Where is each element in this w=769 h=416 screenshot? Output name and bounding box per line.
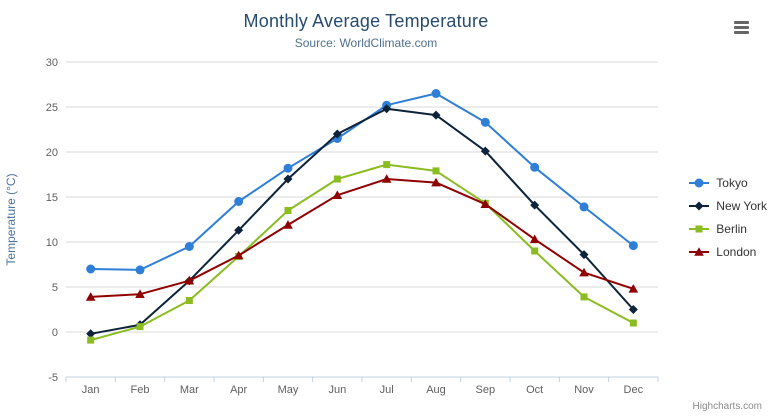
legend-label-tokyo: Tokyo <box>716 175 748 190</box>
legend-item-tokyo[interactable]: Tokyo <box>688 171 767 194</box>
x-axis-label: Jan <box>82 384 100 396</box>
export-menu-button[interactable] <box>734 21 749 34</box>
new-york-point-jul[interactable] <box>382 104 392 114</box>
berlin-point-may[interactable] <box>284 207 292 214</box>
new-york-point-aug[interactable] <box>431 110 441 120</box>
x-axis-label: Mar <box>180 384 199 396</box>
berlin-point-mar[interactable] <box>185 297 193 304</box>
tokyo-point-oct[interactable] <box>530 162 540 172</box>
y-axis-label: 30 <box>46 57 58 69</box>
tokyo-point-apr[interactable] <box>234 197 244 206</box>
london-point-sep[interactable] <box>480 199 491 208</box>
y-axis-label: 25 <box>46 102 58 114</box>
london-point-aug[interactable] <box>431 177 441 187</box>
berlin-point-feb[interactable] <box>136 323 144 331</box>
legend-diamond-icon <box>689 201 710 210</box>
x-axis-label: Apr <box>230 384 247 396</box>
berlin-point-nov[interactable] <box>580 293 588 301</box>
new-york-point-oct[interactable] <box>530 200 540 210</box>
tokyo-point-may[interactable] <box>283 163 293 173</box>
berlin-point-jul[interactable] <box>383 161 391 169</box>
london-point-nov[interactable] <box>579 267 589 277</box>
new-york-point-may[interactable] <box>283 174 293 184</box>
hamburger-icon <box>734 21 749 24</box>
new-york-point-sep[interactable] <box>480 146 490 156</box>
tokyo-point-sep[interactable] <box>480 117 490 127</box>
x-axis-label: May <box>278 384 299 396</box>
series-line-london <box>89 178 635 298</box>
legend-circle-icon <box>689 178 710 187</box>
berlin-point-jan[interactable] <box>87 336 95 344</box>
hamburger-icon <box>734 31 749 34</box>
london-point-oct[interactable] <box>529 234 540 244</box>
x-axis-label: Dec <box>624 384 644 396</box>
x-axis-label: Aug <box>426 384 446 396</box>
london-point-apr[interactable] <box>233 250 244 260</box>
london-point-dec[interactable] <box>628 284 639 293</box>
x-axis-label: Oct <box>526 384 543 396</box>
x-axis-label: Sep <box>476 384 496 396</box>
hamburger-icon <box>734 26 749 29</box>
berlin-point-aug[interactable] <box>432 167 440 175</box>
tokyo-point-nov[interactable] <box>579 202 589 212</box>
berlin-point-jun[interactable] <box>333 175 341 183</box>
x-axis-label: Jul <box>380 384 394 396</box>
legend-label-new-york: New York <box>716 198 767 213</box>
legend-triangle-icon <box>689 246 710 256</box>
new-york-point-jan[interactable] <box>86 329 96 339</box>
series-line-berlin <box>89 163 635 342</box>
series-line-new-york <box>89 107 635 335</box>
chart-title: Monthly Average Temperature <box>243 11 489 31</box>
legend-item-new-york[interactable]: New York <box>688 194 767 217</box>
new-york-point-nov[interactable] <box>579 250 589 260</box>
legend-label-berlin: Berlin <box>716 221 747 236</box>
y-axis-label: 15 <box>46 192 58 204</box>
chart-subtitle: Source: WorldClimate.com <box>294 36 438 50</box>
london-point-jan[interactable] <box>85 292 96 301</box>
berlin-point-dec[interactable] <box>629 319 637 327</box>
y-axis-title: Temperature (°C) <box>4 173 18 265</box>
legend-item-london[interactable]: London <box>688 240 767 263</box>
tokyo-point-aug[interactable] <box>431 89 441 98</box>
new-york-point-dec[interactable] <box>628 305 638 314</box>
london-point-may[interactable] <box>283 220 293 229</box>
tokyo-point-jan[interactable] <box>86 264 96 274</box>
series-line-tokyo <box>89 92 635 271</box>
x-axis-label: Jun <box>328 384 346 396</box>
tokyo-point-mar[interactable] <box>184 242 194 251</box>
y-axis-label: -5 <box>48 372 58 384</box>
legend-item-berlin[interactable]: Berlin <box>688 217 767 240</box>
x-axis-label: Feb <box>131 384 150 396</box>
london-point-jun[interactable] <box>332 190 343 199</box>
london-point-jul[interactable] <box>381 174 392 183</box>
new-york-point-apr[interactable] <box>234 225 244 235</box>
credits-link[interactable]: Highcharts.com <box>692 401 762 412</box>
y-axis-label: 20 <box>46 147 58 159</box>
london-point-feb[interactable] <box>135 289 145 298</box>
legend-square-icon <box>689 225 710 232</box>
y-axis-label: 0 <box>52 327 58 339</box>
legend: Tokyo New York Berlin London <box>688 171 767 263</box>
legend-label-london: London <box>716 244 757 259</box>
berlin-point-oct[interactable] <box>531 247 539 255</box>
new-york-point-jun[interactable] <box>332 129 342 139</box>
x-axis-label: Nov <box>574 384 594 396</box>
y-axis-label: 10 <box>46 237 58 249</box>
y-axis-label: 5 <box>52 282 58 294</box>
london-point-mar[interactable] <box>184 275 195 285</box>
tokyo-point-feb[interactable] <box>135 265 145 275</box>
tokyo-point-dec[interactable] <box>628 241 638 251</box>
